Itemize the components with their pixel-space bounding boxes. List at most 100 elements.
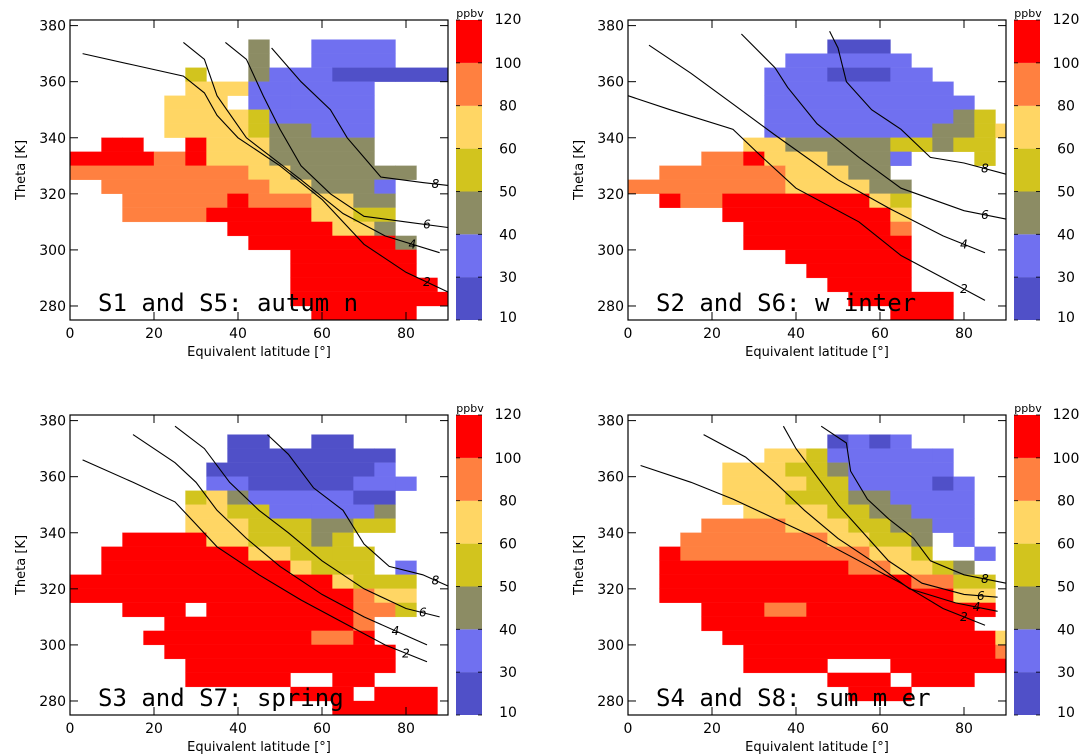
heatmap-cell: [269, 67, 333, 82]
heatmap-cell: [827, 434, 849, 449]
y-tick-label: 360: [39, 75, 66, 91]
heatmap-cell: [764, 123, 891, 138]
heatmap-cell: [659, 546, 681, 561]
x-axis-label: Equivalent latitude [°]: [187, 740, 331, 755]
heatmap-cell: [185, 504, 228, 519]
y-tick-label: 360: [597, 470, 624, 486]
colorbar-tick-label: 50: [499, 184, 517, 200]
heatmap-cell: [353, 518, 396, 533]
contour-line: [648, 44, 986, 254]
heatmap-cell: [332, 546, 375, 561]
heatmap-cell: [311, 53, 396, 68]
heatmap-cell: [353, 476, 396, 491]
heatmap-cell: [659, 560, 849, 575]
colorbar-tick-label: 50: [1057, 184, 1075, 200]
plot-frame: [627, 19, 1007, 321]
heatmap-cell: [374, 504, 396, 519]
heatmap-cell: [374, 686, 438, 702]
heatmap-cell: [374, 221, 396, 237]
contour-line: [829, 30, 1007, 175]
contour-label: 6: [423, 218, 431, 232]
colorbar-swatch: [456, 105, 482, 149]
x-tick-label: 0: [66, 721, 75, 737]
contour-label: 8: [981, 162, 989, 176]
heatmap-cell: [206, 490, 228, 505]
heatmap-cell: [185, 151, 207, 166]
heatmap-cell: [206, 137, 270, 152]
contour-line: [225, 41, 449, 229]
heatmap-cell: [311, 434, 354, 449]
contour-line: [741, 33, 1007, 220]
heatmap-cell: [69, 151, 155, 166]
colorbar-swatch: [1014, 543, 1040, 587]
heatmap-cell: [764, 67, 828, 82]
heatmap-cell: [743, 151, 765, 166]
plot-frame: [627, 414, 1007, 716]
heatmap-cell: [743, 644, 996, 660]
heatmap-cell: [374, 588, 417, 603]
y-tick-label: 280: [39, 299, 66, 315]
heatmap-cells: [69, 39, 449, 321]
heatmap-cell: [785, 179, 870, 194]
heatmap-cell: [101, 137, 123, 152]
y-tick-label: 300: [39, 243, 66, 259]
heatmap-cell: [932, 476, 954, 491]
x-tick-label: 80: [397, 326, 415, 342]
heatmap-cell: [248, 476, 354, 491]
heatmap-cell: [311, 39, 396, 54]
heatmap-cell: [680, 532, 828, 547]
heatmap-cell: [101, 560, 291, 575]
panel-title: S3 and S7: spring: [98, 684, 344, 712]
heatmap-cell: [101, 546, 249, 561]
x-tick-label: 0: [66, 326, 75, 342]
colorbar-tick-label: 50: [499, 579, 517, 595]
heatmap-cell: [911, 672, 975, 688]
y-tick-label: 380: [597, 414, 624, 430]
heatmap-cell: [164, 109, 249, 124]
contour-label: 2: [402, 646, 410, 660]
heatmap-cell: [269, 151, 375, 166]
heatmap-cell: [353, 193, 396, 208]
y-tick-label: 300: [597, 243, 624, 259]
heatmap-cell: [764, 109, 954, 124]
contour-line: [267, 434, 449, 587]
colorbar-unit: ppbv: [1014, 7, 1042, 20]
heatmap-cell: [153, 151, 186, 166]
heatmap-cell: [311, 504, 375, 519]
heatmap-cell: [869, 434, 891, 449]
heatmap-cell: [995, 123, 1007, 138]
heatmap-cell: [227, 448, 375, 463]
heatmap-cell: [227, 193, 249, 208]
colorbar-tick-label: 100: [495, 56, 522, 72]
contour-label: 6: [419, 606, 427, 620]
colorbar-tick-label: 30: [499, 270, 517, 286]
heatmap-cell: [248, 123, 270, 138]
heatmap-cell: [848, 462, 954, 477]
heatmap-cell: [395, 165, 417, 180]
colorbar-unit: ppbv: [1014, 402, 1042, 415]
colorbar-swatch: [456, 62, 482, 106]
contour-line: [271, 47, 449, 186]
heatmap-cell: [743, 235, 912, 251]
colorbar-tick-label: 80: [499, 494, 517, 510]
contour-label: 4: [973, 600, 981, 614]
heatmap-cell: [269, 137, 375, 152]
colorbar-tick-label: 100: [495, 451, 522, 467]
contour-label: 6: [981, 208, 989, 222]
heatmap-cell: [164, 616, 354, 632]
heatmap-cell: [248, 81, 291, 96]
heatmap-cell: [101, 179, 270, 194]
heatmap-cell: [69, 165, 249, 180]
heatmap-cell: [932, 518, 975, 533]
colorbar-swatch: [456, 629, 482, 673]
panel-title: S2 and S6: w inter: [656, 289, 916, 317]
contour-line: [627, 95, 986, 301]
contour-label: 2: [960, 610, 968, 624]
heatmap-cell: [806, 263, 912, 279]
heatmap-cell: [722, 476, 744, 491]
colorbar-swatch: [1014, 148, 1040, 192]
contour-line: [82, 53, 449, 293]
colorbar-tick-label: 80: [1057, 494, 1075, 510]
heatmap-cell: [953, 560, 975, 575]
